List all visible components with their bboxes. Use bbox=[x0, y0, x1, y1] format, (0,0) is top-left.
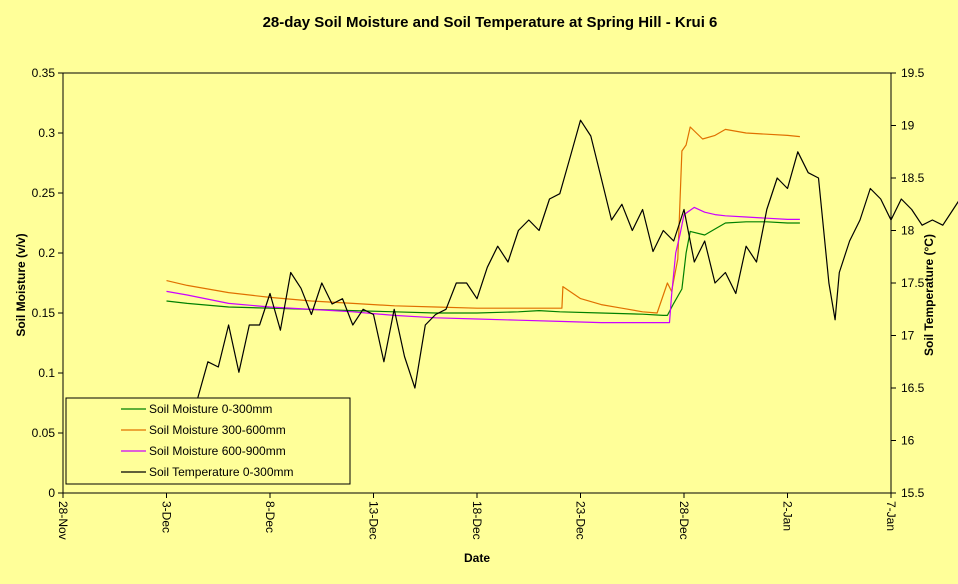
x-axis: 28-Nov 3-Dec 8-Dec 13-Dec 18-Dec 23-Dec 28-Dec… bbox=[56, 493, 898, 540]
y-tick-label: 0.05 bbox=[32, 426, 56, 440]
x-tick-label: 7-Jan bbox=[884, 501, 898, 531]
legend-label: Soil Moisture 0-300mm bbox=[149, 402, 272, 416]
y-axis-left-title: Soil Moisture (v/v) bbox=[14, 233, 28, 336]
y2-tick-label: 19 bbox=[901, 119, 915, 133]
y-axis-left: 0 0.05 0.1 0.15 0.2 0.25 0.3 0.35 bbox=[32, 66, 63, 500]
y2-tick-label: 16.5 bbox=[901, 381, 925, 395]
series-line-soil-moisture-600-900mm bbox=[166, 206, 800, 324]
y-tick-label: 0.15 bbox=[32, 306, 56, 320]
y2-tick-label: 15.5 bbox=[901, 486, 925, 500]
y-tick-label: 0.1 bbox=[38, 366, 55, 380]
y-tick-label: 0.2 bbox=[38, 246, 55, 260]
x-tick-label: 23-Dec bbox=[574, 501, 588, 540]
y2-tick-label: 17 bbox=[901, 329, 915, 343]
legend-box bbox=[65, 397, 351, 485]
x-axis-title: Date bbox=[464, 551, 490, 565]
y2-tick-label: 19.5 bbox=[901, 66, 925, 80]
series-line-soil-temperature-0-300mm bbox=[197, 119, 958, 399]
x-tick-label: 8-Dec bbox=[263, 501, 277, 533]
y-tick-label: 0.3 bbox=[38, 126, 55, 140]
series-line-soil-moisture-300-600mm bbox=[166, 126, 800, 314]
legend-label: Soil Temperature 0-300mm bbox=[149, 465, 294, 479]
chart-title: 28-day Soil Moisture and Soil Temperatur… bbox=[263, 14, 718, 31]
y2-tick-label: 16 bbox=[901, 434, 915, 448]
y2-tick-label: 18.5 bbox=[901, 171, 925, 185]
y2-tick-label: 18 bbox=[901, 224, 915, 238]
y-tick-label: 0.35 bbox=[32, 66, 56, 80]
x-tick-label: 28-Dec bbox=[677, 501, 691, 540]
y-tick-label: 0 bbox=[48, 486, 55, 500]
legend: Soil Moisture 0-300mm Soil Moisture 300-6… bbox=[65, 397, 351, 485]
y-axis-right: 15.5 16 16.5 17 17.5 18 18.5 19 19.5 bbox=[891, 66, 925, 500]
legend-label: Soil Moisture 600-900mm bbox=[149, 444, 286, 458]
x-tick-label: 3-Dec bbox=[160, 501, 174, 533]
y-axis-right-title: Soil Temperature (°C) bbox=[922, 234, 936, 356]
x-tick-label: 18-Dec bbox=[470, 501, 484, 540]
legend-label: Soil Moisture 300-600mm bbox=[149, 423, 286, 437]
y2-tick-label: 17.5 bbox=[901, 276, 925, 290]
x-tick-label: 2-Jan bbox=[781, 501, 795, 531]
series-lines bbox=[166, 119, 958, 399]
x-tick-label: 28-Nov bbox=[56, 501, 70, 540]
y-tick-label: 0.25 bbox=[32, 186, 56, 200]
x-tick-label: 13-Dec bbox=[367, 501, 381, 540]
